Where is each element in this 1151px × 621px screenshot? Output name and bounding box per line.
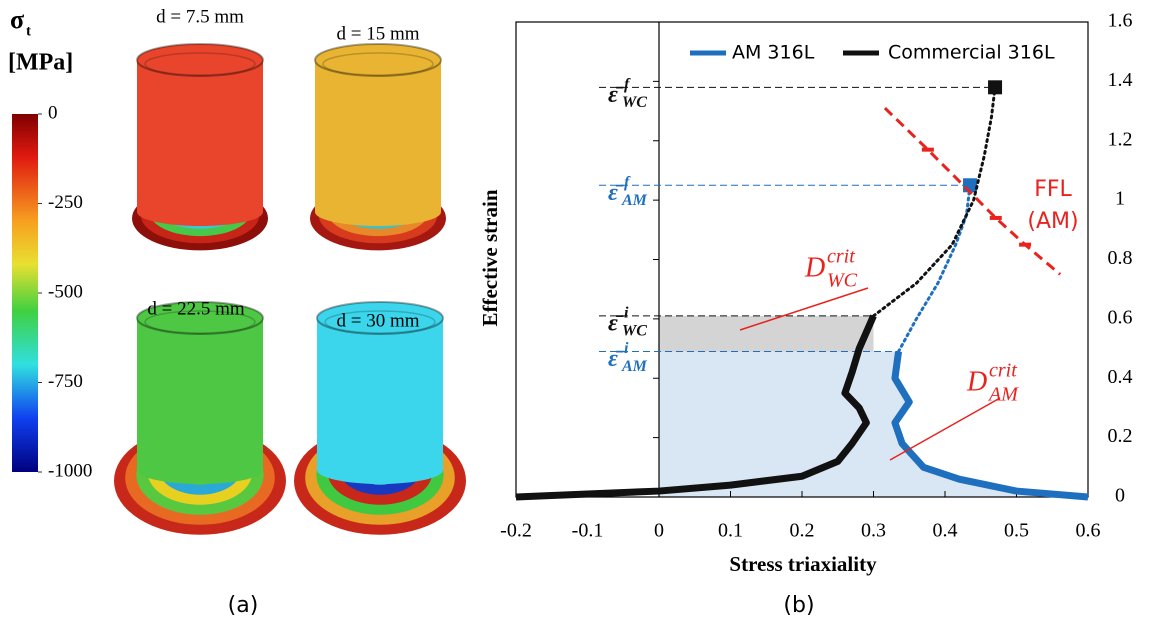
x-tick-label: 0.2 xyxy=(790,520,815,542)
caption: (a) xyxy=(228,593,259,618)
colorbar-tick-label: -1000 xyxy=(48,460,92,481)
fracture-path xyxy=(874,87,996,316)
y-tick-label: 0.4 xyxy=(1108,366,1133,388)
y-tick-label: 1.4 xyxy=(1108,69,1133,91)
legend-label: Commercial 316L xyxy=(888,42,1055,64)
colorbar-subscript: t xyxy=(26,23,31,39)
x-tick-label: 0.4 xyxy=(933,520,958,542)
damage-sup: crit xyxy=(989,360,1017,382)
colorbar-tick-label: -250 xyxy=(48,192,83,213)
colorbar-tick-label: -750 xyxy=(48,371,83,392)
y-tick-label: 1 xyxy=(1115,188,1125,210)
strain-sub: WC xyxy=(622,323,647,340)
colorbar xyxy=(12,114,38,472)
damage-symbol: D xyxy=(804,252,825,283)
strain-sup: i xyxy=(624,340,629,357)
y-tick-label: 0.8 xyxy=(1108,247,1133,269)
strain-sup: i xyxy=(624,305,629,322)
fracture-marker xyxy=(988,80,1002,94)
y-tick-label: 1.2 xyxy=(1108,128,1133,150)
x-tick-label: 0 xyxy=(654,520,664,542)
x-tick-label: 0.3 xyxy=(861,520,886,542)
x-tick-label: -0.1 xyxy=(572,520,604,542)
body xyxy=(137,318,263,470)
y-tick-label: 0.2 xyxy=(1108,425,1133,447)
body xyxy=(137,60,263,212)
y-tick-label: 1.6 xyxy=(1108,10,1133,32)
x-tick-label: 0.5 xyxy=(1004,520,1029,542)
ffl-label: (AM) xyxy=(1027,209,1078,234)
caption: (b) xyxy=(783,593,814,618)
strain-sub: AM xyxy=(621,192,648,209)
damage-sub: WC xyxy=(827,270,858,292)
colorbar-unit: [MPa] xyxy=(8,50,73,76)
x-tick-label: 0.6 xyxy=(1076,520,1101,542)
panel-label: d = 7.5 mm xyxy=(156,6,244,27)
y-tick-label: 0.6 xyxy=(1108,306,1133,328)
colorbar-tick-label: -500 xyxy=(48,281,83,302)
colorbar-tick-label: 0 xyxy=(48,102,58,123)
y-tick-label: 0 xyxy=(1115,485,1125,507)
y-axis-label: Effective strain xyxy=(478,189,502,326)
x-axis-label: Stress triaxiality xyxy=(729,552,877,576)
strain-sub: WC xyxy=(622,94,647,111)
fracture-path xyxy=(899,185,971,351)
damage-symbol: D xyxy=(966,366,987,397)
panel-b: -0.2 -0.1 0 0.1 0.2 0.3 0.4 0.5 0.6 0 0.2 0.4 0.6 0.8… xyxy=(478,10,1133,618)
body xyxy=(317,318,443,470)
strain-sup: f xyxy=(624,174,631,191)
panel-label: d = 22.5 mm xyxy=(147,298,244,319)
x-tick-label: 0.1 xyxy=(718,520,743,542)
legend-label: AM 316L xyxy=(732,42,815,64)
figure: σt [MPa] 0 -250 -500 -750 -1000 d = 7.5 mm d = 1… xyxy=(0,0,1151,621)
colorbar-symbol: σ xyxy=(10,5,24,34)
damage-sup: crit xyxy=(827,246,855,268)
shaded-region xyxy=(659,352,1088,497)
panel-label: d = 15 mm xyxy=(336,23,419,44)
panel-label: d = 30 mm xyxy=(336,310,419,331)
strain-sub: AM xyxy=(621,358,648,375)
ffl-label: FFL xyxy=(1034,177,1072,202)
strain-sup: f xyxy=(624,76,631,93)
x-tick-label: -0.2 xyxy=(500,520,532,542)
body xyxy=(315,60,441,212)
damage-sub: AM xyxy=(987,384,1019,406)
